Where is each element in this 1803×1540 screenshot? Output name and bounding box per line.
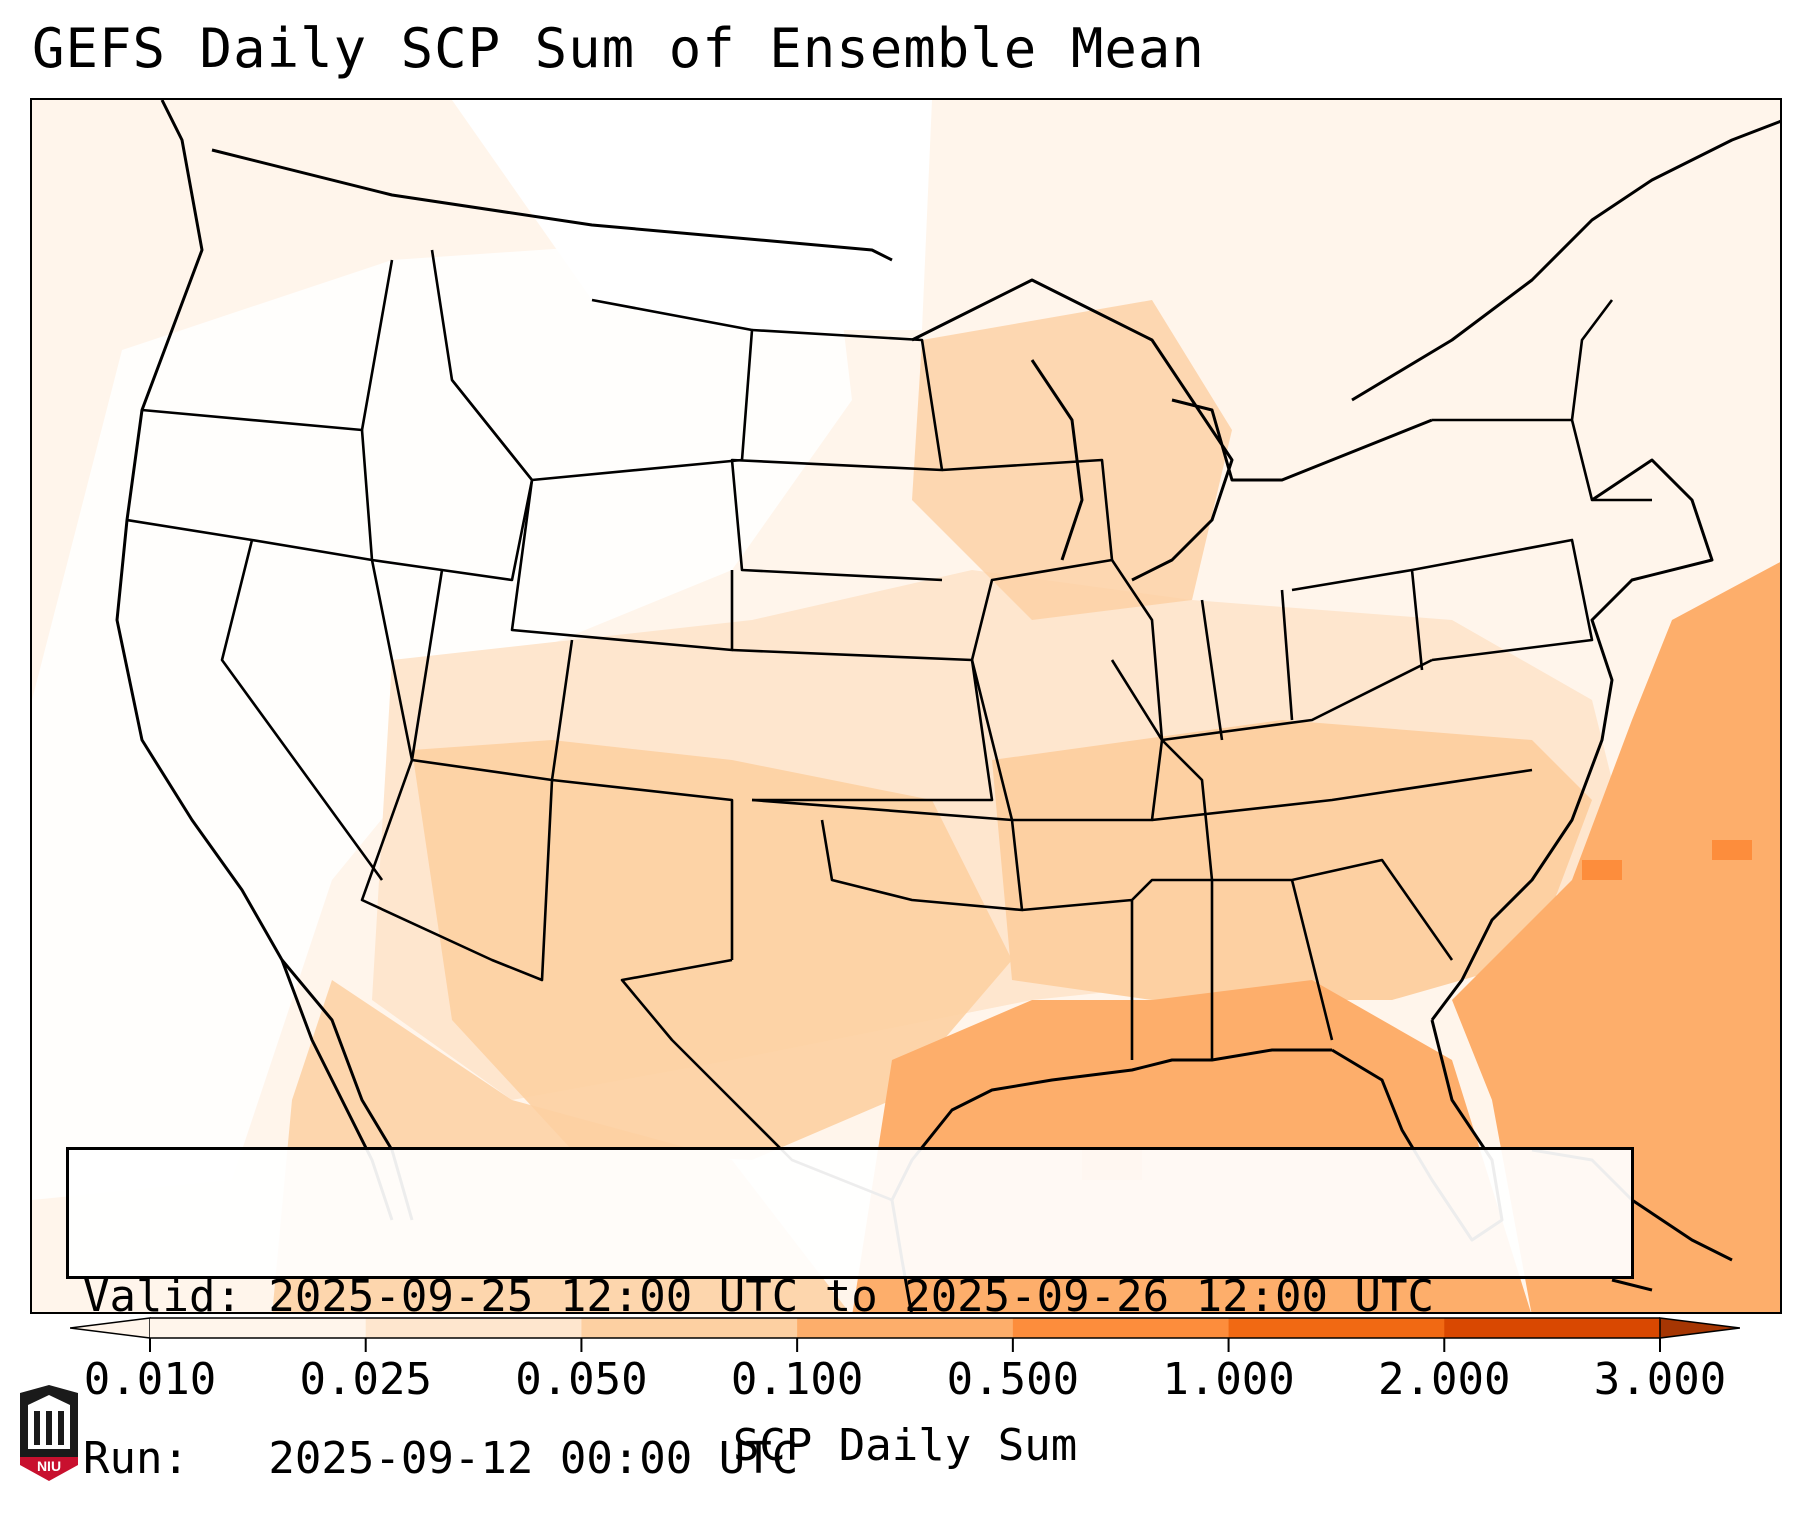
- colorbar-segment: [1012, 1318, 1230, 1338]
- coastlines: [115, 100, 1780, 1312]
- colorbar-outline: [150, 1317, 1660, 1339]
- validity-info-box: Valid: 2025-09-25 12:00 UTC to 2025-09-2…: [66, 1147, 1634, 1484]
- valid-time-text: Valid: 2025-09-25 12:00 UTC to 2025-09-2…: [83, 1271, 1435, 1322]
- niu-logo: NIU: [20, 1385, 78, 1481]
- colorbar-tick-label: 1.000: [1162, 1354, 1295, 1405]
- state-line-wy-co: [510, 479, 734, 652]
- colorbar-tick-label: 2.000: [1378, 1354, 1511, 1405]
- state-line-oh-pa: [1291, 538, 1594, 671]
- state-line-az-nm: [360, 559, 734, 982]
- state-line-ks-ne: [731, 648, 994, 802]
- colorbar-tick-label: 0.500: [946, 1354, 1080, 1405]
- shading-southeast-elevated: [992, 720, 1592, 1000]
- state-line-nv: [220, 539, 384, 881]
- shading-peak-atlantic2: [1582, 860, 1622, 880]
- run-time-text: Run: 2025-09-12 00:00 UTC: [83, 1433, 799, 1484]
- great-lakes: [911, 278, 1433, 582]
- state-line-ny-new-england: [1432, 299, 1652, 502]
- colorbar: [70, 1317, 1740, 1352]
- state-borders: [126, 249, 1652, 1202]
- colorbar-tick-label: 3.000: [1593, 1354, 1727, 1405]
- colorbar-extend-min: [70, 1317, 151, 1339]
- colorbar-tick-label: 0.050: [515, 1354, 648, 1405]
- colorbar-segment: [1444, 1318, 1661, 1338]
- state-line-la-ms: [1021, 878, 1214, 1060]
- state-line-al-ga: [1212, 858, 1454, 1041]
- state-line-tn-ky: [1151, 658, 1533, 822]
- shading-peak-atlantic: [1712, 840, 1752, 860]
- colorbar-segment: [150, 1318, 367, 1338]
- colorbar-segment: [365, 1318, 582, 1338]
- colorbar-tick-label: 0.100: [730, 1354, 864, 1405]
- colorbar-title: SCP Daily Sum: [732, 1420, 1078, 1471]
- colorbar-extend-max: [1659, 1317, 1740, 1339]
- shading-atlantic-high: [1452, 562, 1780, 1312]
- canada-border: [211, 148, 893, 262]
- shading-upper-midwest-elevated: [912, 300, 1232, 620]
- map-title: GEFS Daily SCP Sum of Ensemble Mean: [32, 17, 1205, 80]
- colorbar-segment: [1228, 1318, 1445, 1338]
- colorbar-tick-label: 0.025: [299, 1354, 432, 1405]
- state-line-nd-sd: [730, 328, 944, 582]
- west-coast: [115, 100, 394, 1221]
- state-line-ok-tx: [751, 798, 1024, 912]
- colorbar-tick-label: 0.010: [83, 1354, 217, 1405]
- shading-north-low: [452, 100, 932, 330]
- colorbar-segment: [797, 1318, 1014, 1338]
- colorbar-segment: [581, 1318, 798, 1338]
- map-panel[interactable]: [30, 98, 1782, 1314]
- map-canvas: [32, 100, 1780, 1312]
- northeast-coast: [1351, 119, 1780, 1021]
- state-line-ut: [410, 569, 574, 782]
- shading-southwest-elevated: [412, 740, 1012, 1160]
- svg-text:NIU: NIU: [37, 1458, 61, 1474]
